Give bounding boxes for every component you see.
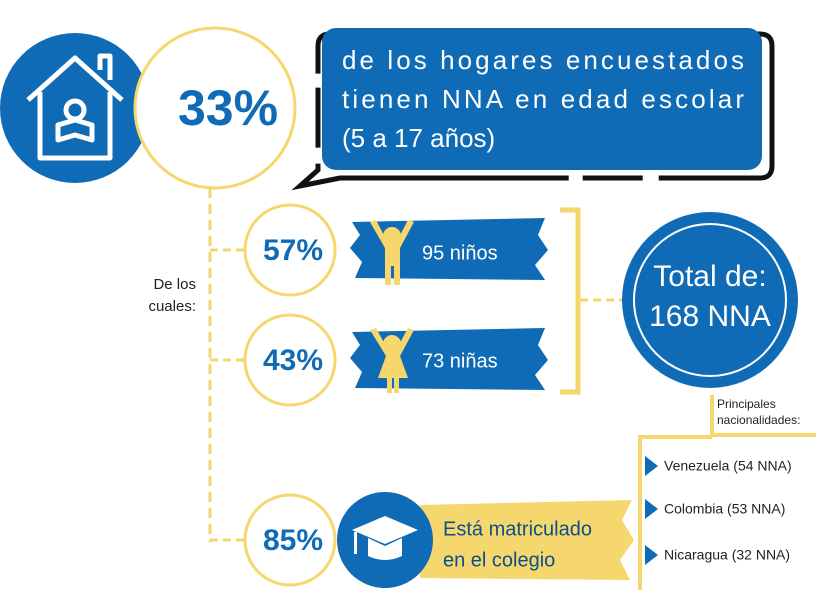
nationalities-title: Principales (717, 397, 776, 411)
girl-icon (370, 328, 414, 393)
total-ring (633, 223, 787, 377)
nationality-item: Colombia (53 NNA) (664, 501, 785, 517)
brush (420, 500, 634, 580)
connectors (208, 188, 816, 590)
bracket (560, 207, 581, 395)
boy-icon (370, 220, 414, 285)
group-label: 95 niños (422, 242, 498, 264)
percent-ring (243, 203, 337, 297)
group-label: 73 niñas (422, 350, 498, 372)
nationality-item: Nicaragua (32 NNA) (664, 547, 790, 563)
percent-ring (243, 313, 337, 407)
group-percent: 43% (263, 344, 323, 377)
house-icon (26, 53, 124, 161)
total-text: 168 NNA (649, 300, 771, 333)
enrollment-text: en el colegio (443, 549, 555, 571)
subgroup-label: cuales: (148, 298, 196, 315)
list-line (638, 395, 816, 590)
total-text: Total de: (653, 260, 766, 293)
headline-percent: 33% (178, 80, 278, 136)
bubble-outline (291, 31, 775, 191)
group-percent: 57% (263, 234, 323, 267)
total-circle (622, 212, 798, 388)
bubble-text: de los hogares encuestados (342, 45, 744, 75)
percent-ring (243, 493, 337, 587)
bubble-text: tienen NNA en edad escolar (342, 84, 744, 114)
nationalities-title: nacionalidades: (717, 413, 800, 427)
bubble-text: (5 a 17 años) (342, 123, 495, 153)
subgroup-label: De los (153, 276, 196, 293)
enrollment-percent: 85% (263, 524, 323, 557)
percent-ring (133, 26, 297, 190)
nationality-item: Venezuela (54 NNA) (664, 458, 792, 474)
speech-bubble (322, 28, 762, 170)
cap-icon (352, 516, 418, 560)
bullets (645, 456, 658, 565)
enrollment-text: Está matriculado (443, 518, 592, 540)
